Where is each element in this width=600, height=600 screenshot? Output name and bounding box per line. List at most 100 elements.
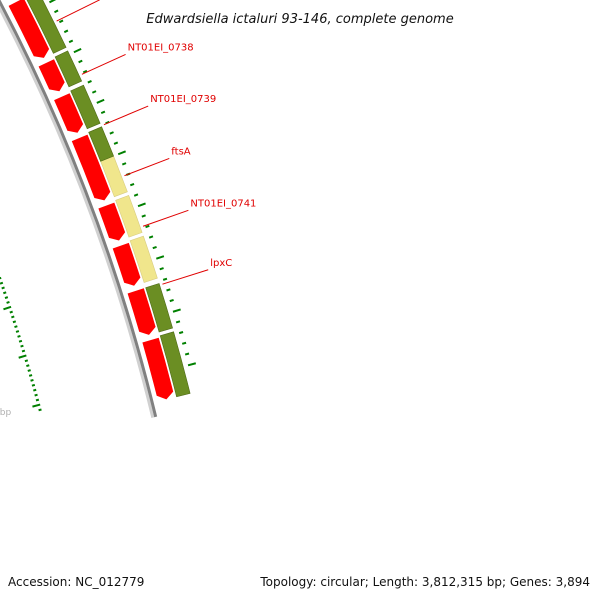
outer-tick (58, 19, 64, 24)
cds-arrow (98, 202, 126, 241)
cds-arrow (112, 242, 141, 286)
scale-ticks (0, 276, 42, 412)
genome-backbone (0, 0, 158, 418)
outer-tick (109, 131, 114, 135)
gene-label: ftsA (171, 146, 190, 157)
outer-tick (148, 235, 154, 239)
outer-tick (54, 9, 59, 14)
outer-tick (162, 277, 168, 281)
scale-tick-minor (34, 393, 38, 397)
outer-tick (187, 362, 197, 367)
cds-band (8, 0, 174, 400)
outer-tick (49, 0, 57, 4)
scale-tick-minor (18, 339, 23, 343)
gene-band-segment (159, 331, 191, 398)
gene-leader-line (162, 269, 209, 285)
scale-tick-minor (30, 378, 34, 382)
gene-band-segment (129, 235, 158, 283)
scale-tick-minor (21, 349, 26, 353)
cds-arrow (71, 134, 111, 201)
gene-band-segment (88, 126, 114, 162)
gene-leader-line (103, 105, 149, 126)
outer-tick (137, 202, 146, 208)
gene-band-segment (115, 195, 143, 238)
scale-tick-minor (9, 310, 13, 314)
outer-tick (63, 29, 69, 34)
scale-tick-minor (24, 359, 29, 363)
scale-tick-minor (31, 383, 36, 387)
outer-tick (169, 298, 174, 303)
scale-tick-minor (33, 388, 37, 392)
outer-tick (87, 80, 92, 84)
outer-tick (152, 245, 157, 250)
genome-summary-text: Topology: circular; Length: 3,812,315 bp… (259, 575, 590, 589)
outer-tick (96, 98, 105, 104)
scale-tick-minor (20, 344, 24, 348)
outer-tick (178, 331, 184, 335)
gene-leader-line (56, 0, 100, 22)
outer-tick (141, 214, 146, 218)
scale-tick-minor (38, 408, 42, 412)
scale-tick-minor (0, 276, 2, 280)
outer-tick (78, 59, 83, 64)
cds-arrow (142, 337, 174, 400)
scale-tick-minor (17, 334, 21, 338)
scale-labels: 734 kbp735 kbp736 kbp737 kbp738 kbp739 k… (0, 408, 11, 418)
outer-tick (145, 224, 150, 229)
scale-tick-major (32, 403, 41, 408)
feature-band-outer-1 (26, 0, 191, 398)
outer-tick (91, 90, 97, 94)
scale-label: 742 kbp (0, 408, 11, 418)
outer-tick (159, 267, 164, 271)
gene-leader-line (81, 53, 126, 75)
scale-tick-minor (6, 301, 10, 304)
outer-tick (117, 150, 127, 156)
accession-text: Accession: NC_012779 (8, 575, 144, 589)
outer-tick (166, 288, 171, 292)
scale-tick-minor (15, 330, 20, 333)
scale-tick-minor (11, 315, 15, 319)
outer-tick (129, 182, 135, 187)
scale-tick-minor (27, 369, 31, 372)
outer-tick (100, 110, 106, 115)
outer-tick (172, 308, 181, 313)
gene-leader-line (142, 209, 189, 227)
scale-tick-minor (14, 325, 18, 329)
outer-tick (68, 39, 74, 44)
outer-tick (113, 141, 119, 145)
cds-arrow (127, 288, 156, 335)
gene-leader-line (124, 157, 170, 177)
gene-label: NT01EI_0739 (150, 94, 216, 105)
outer-tick (133, 193, 139, 197)
scale-tick-major (18, 354, 27, 359)
scale-tick-minor (26, 364, 30, 368)
gene-label: NT01EI_0741 (190, 198, 256, 209)
scale-tick-minor (28, 374, 33, 377)
gene-band-segment (54, 50, 83, 88)
gene-band-segment (26, 0, 67, 54)
scale-tick-minor (35, 398, 40, 402)
outer-tick (82, 69, 88, 74)
cds-arrow (8, 0, 50, 58)
gene-label: lpxC (210, 258, 232, 269)
outer-tick (181, 341, 187, 345)
scale-tick-minor (3, 291, 7, 295)
outer-tick (175, 320, 181, 324)
outer-tick (73, 47, 82, 54)
backbone-shadow (0, 5, 155, 418)
scale-tick-major (3, 305, 12, 311)
gene-band-segment (70, 84, 101, 130)
gene-label: NT01EI_0738 (128, 42, 194, 53)
cds-arrow (38, 59, 65, 92)
backbone-line (0, 0, 158, 418)
scale-tick-minor (4, 296, 9, 300)
gene-band-segment (145, 283, 173, 333)
scale-tick-minor (0, 281, 4, 285)
map-title: Edwardsiella ictaluri 93-146, complete g… (146, 12, 453, 27)
scale-tick-minor (12, 320, 17, 324)
outer-tick (155, 255, 165, 260)
gene-labels: murGmurCNT01EI_0738NT01EI_0739ftsANT01EI… (56, 0, 256, 285)
outer-tick (184, 352, 190, 356)
outer-tick (121, 162, 127, 166)
